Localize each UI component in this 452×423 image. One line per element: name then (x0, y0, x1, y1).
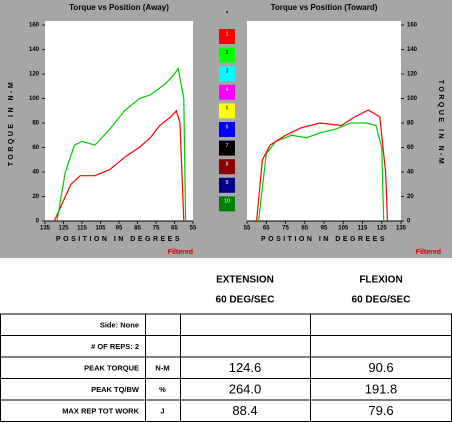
column-header: EXTENSION (216, 275, 274, 286)
swatch-label: 10 (224, 199, 230, 205)
x-tick-label: 95 (321, 226, 328, 232)
swatch-label: 4 (226, 87, 229, 93)
x-tick-label: 125 (58, 226, 69, 232)
x-tick-label: 85 (301, 226, 308, 232)
x-tick-label: 135 (396, 226, 407, 232)
cell-value: 79.6 (368, 403, 393, 418)
table-cell (310, 335, 452, 358)
y-tick-label: 40 (32, 170, 39, 176)
column-header: 60 DEG/SEC (352, 295, 411, 306)
y-axis-label: TORQUE IN N-M (437, 80, 444, 166)
column-header: 60 DEG/SEC (216, 295, 275, 306)
y-tick-label: 120 (29, 72, 40, 78)
y-tick-label: 100 (407, 96, 418, 102)
color-swatch (219, 103, 235, 119)
color-swatch (219, 122, 235, 137)
swatch-label: 9 (226, 180, 229, 186)
x-axis-label: POSITION IN DEGREES (261, 236, 387, 243)
column-header: FLEXION (359, 275, 402, 286)
swatch-label: 7 (226, 143, 229, 149)
swatch-label: 1 (226, 31, 229, 37)
y-tick-label: 100 (29, 96, 40, 102)
color-swatch (219, 177, 235, 193)
color-swatch (219, 140, 235, 156)
torque-line (56, 66, 187, 222)
row-label: % (159, 385, 166, 394)
x-tick-label: 55 (244, 226, 251, 232)
table-cell (310, 313, 452, 336)
cell-value: 88.4 (232, 403, 257, 418)
y-tick-label: 80 (407, 121, 414, 127)
x-tick-label: 125 (377, 226, 388, 232)
color-swatch (219, 66, 235, 82)
y-tick-label: 0 (407, 219, 411, 225)
y-tick-label: 160 (407, 23, 418, 29)
chart-title: Torque vs Position (Toward) (271, 3, 378, 12)
x-tick-label: 85 (134, 226, 141, 232)
swatch-label: 2 (226, 50, 229, 56)
color-swatch (219, 29, 235, 44)
x-tick-label: 55 (190, 226, 197, 232)
x-tick-label: 65 (263, 226, 270, 232)
x-tick-label: 75 (282, 226, 289, 232)
x-tick-label: 95 (116, 226, 123, 232)
y-tick-label: 120 (407, 72, 418, 78)
y-tick-label: 140 (407, 47, 418, 53)
table-cell (145, 313, 181, 336)
y-tick-label: 160 (29, 23, 40, 29)
cell-value: 124.6 (229, 360, 262, 375)
color-swatch (219, 84, 235, 100)
x-axis-label: POSITION IN DEGREES (56, 236, 182, 243)
x-tick-label: 105 (95, 226, 106, 232)
y-axis-label: TORQUE IN N-M (8, 80, 15, 166)
swatch-label: 8 (226, 162, 229, 168)
y-tick-label: 20 (32, 194, 39, 200)
plot-area (45, 21, 193, 221)
x-tick-label: 105 (338, 226, 349, 232)
torque-line (258, 122, 385, 222)
y-tick-label: 0 (36, 219, 40, 225)
y-tick-label: 60 (407, 145, 414, 151)
y-tick-label: 80 (32, 121, 39, 127)
cell-value: 191.8 (365, 382, 398, 397)
y-tick-label: 140 (29, 47, 40, 53)
row-label: # OF REPS: 2 (91, 342, 139, 351)
table-cell (180, 313, 311, 336)
color-swatch (219, 47, 235, 63)
swatch-label: 6 (226, 124, 229, 130)
filtered-note: Filtered (416, 249, 441, 256)
star: * (226, 12, 229, 18)
y-tick-label: 40 (407, 170, 414, 176)
row-label: PEAK TQ/BW (91, 385, 140, 394)
filtered-note: Filtered (168, 249, 193, 256)
y-tick-label: 20 (407, 194, 414, 200)
x-tick-label: 115 (358, 226, 368, 232)
cell-value: 90.6 (368, 360, 393, 375)
row-label: MAX REP TOT WORK (62, 407, 139, 416)
row-label: N-M (155, 364, 169, 373)
x-tick-label: 65 (171, 226, 178, 232)
swatch-label: 3 (226, 69, 229, 75)
row-label: Side: None (100, 321, 139, 330)
x-tick-label: 135 (40, 226, 51, 232)
plot-area (247, 21, 401, 221)
chart-title: Torque vs Position (Away) (69, 3, 169, 12)
torque-line (256, 109, 389, 222)
torque-line (53, 109, 185, 222)
y-tick-label: 60 (32, 145, 39, 151)
table-cell (145, 335, 181, 358)
color-swatch (219, 196, 235, 212)
row-label: J (160, 407, 164, 416)
swatch-label: 5 (226, 106, 229, 112)
x-tick-label: 75 (153, 226, 160, 232)
table-cell (180, 335, 311, 358)
row-label: PEAK TORQUE (84, 364, 139, 373)
x-tick-label: 115 (77, 226, 87, 232)
cell-value: 264.0 (229, 382, 262, 397)
color-swatch (219, 159, 235, 175)
